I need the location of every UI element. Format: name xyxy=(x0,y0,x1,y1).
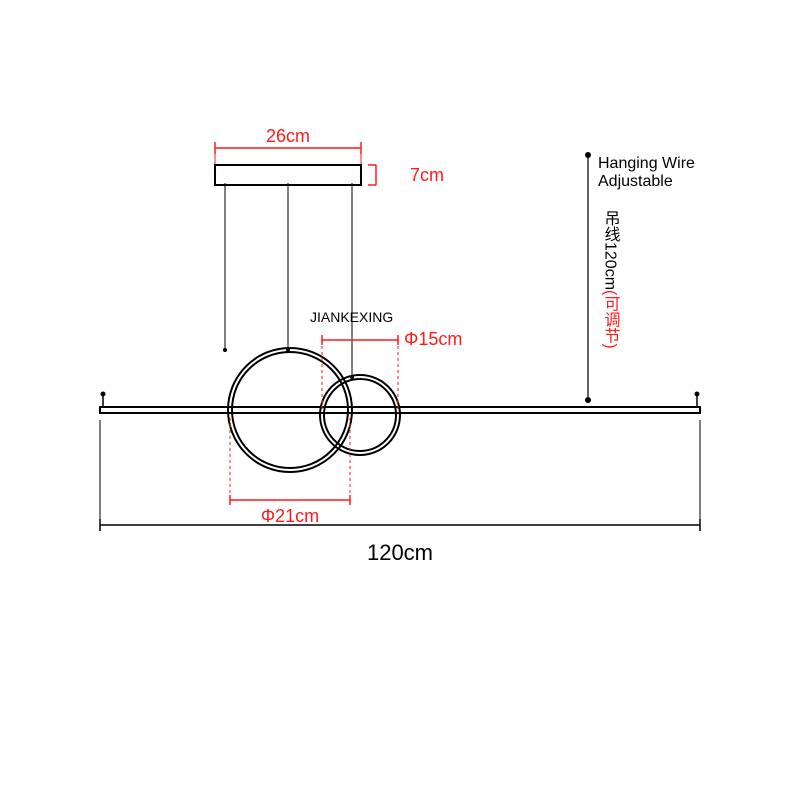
hanging-wire-vertical: 吊线120cm(可调节) xyxy=(602,210,621,349)
hanging-wire-adjustable-cn: (可调节) xyxy=(602,290,621,349)
wire-bead xyxy=(223,348,227,352)
right-wire-bottom-bead xyxy=(585,397,591,403)
canopy-width-label: 26cm xyxy=(266,126,310,146)
ring-small-label: Φ15cm xyxy=(404,329,462,349)
hanging-wire-en-2: Adjustable xyxy=(598,173,673,190)
hanging-wire-en-1: Hanging Wire xyxy=(598,155,695,172)
ring-large-label: Φ21cm xyxy=(261,506,319,526)
ring-small-inner xyxy=(324,379,396,451)
bar-end-bead xyxy=(695,392,700,397)
brand-text: JIANKEXING xyxy=(310,309,393,325)
canopy-height-label: 7cm xyxy=(410,165,444,185)
right-wire-top-bead xyxy=(585,152,591,158)
canopy xyxy=(215,165,361,185)
total-width-label: 120cm xyxy=(367,540,433,565)
hanging-wire-cn: 吊线120cm xyxy=(602,210,621,290)
bar-end-bead xyxy=(101,392,106,397)
ring-small xyxy=(320,375,400,455)
